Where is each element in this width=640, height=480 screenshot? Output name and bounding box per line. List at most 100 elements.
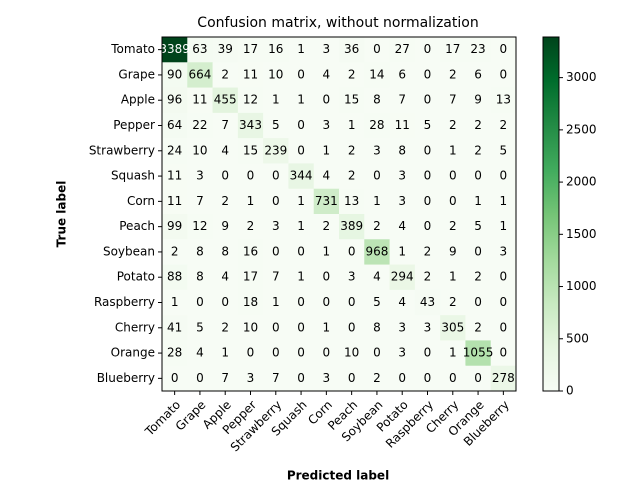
cell-label: 0 bbox=[348, 244, 356, 258]
cell bbox=[364, 87, 391, 114]
cell-label: 2 bbox=[474, 320, 482, 334]
cell-label: 3 bbox=[398, 346, 406, 360]
cell bbox=[490, 188, 517, 215]
cell bbox=[364, 214, 391, 240]
cell-label: 4 bbox=[373, 270, 381, 284]
cell-label: 6 bbox=[474, 67, 482, 81]
cell-label: 0 bbox=[449, 371, 457, 385]
cell-label: 3 bbox=[348, 270, 356, 284]
colorbar-tick-label: 3000 bbox=[566, 70, 597, 84]
cell-label: 5 bbox=[474, 219, 482, 233]
cell-label: 731 bbox=[315, 194, 338, 208]
cell bbox=[187, 188, 214, 215]
cell-label: 0 bbox=[500, 270, 508, 284]
cell-label: 4 bbox=[398, 295, 406, 309]
cell-label: 0 bbox=[221, 169, 229, 183]
cell bbox=[440, 340, 466, 367]
cell bbox=[465, 138, 492, 164]
cell bbox=[288, 112, 315, 139]
cell bbox=[313, 239, 340, 266]
cell-label: 294 bbox=[391, 270, 414, 284]
cell bbox=[490, 62, 517, 89]
y-tick-label: Soybean bbox=[103, 244, 155, 258]
cell bbox=[490, 214, 517, 240]
cell-label: 0 bbox=[474, 169, 482, 183]
cell-label: 3 bbox=[323, 118, 331, 132]
cell bbox=[339, 264, 365, 291]
cell bbox=[263, 315, 289, 341]
cell-label: 2 bbox=[474, 118, 482, 132]
cell bbox=[288, 163, 315, 190]
cell bbox=[313, 289, 340, 316]
cell bbox=[162, 62, 188, 89]
cell bbox=[389, 239, 416, 266]
cell bbox=[414, 365, 441, 392]
y-tick-label: Orange bbox=[111, 346, 155, 360]
cell-label: 0 bbox=[348, 295, 356, 309]
cell-label: 2 bbox=[449, 118, 457, 132]
cell-label: 28 bbox=[369, 118, 384, 132]
y-tick-label: Peach bbox=[119, 219, 155, 233]
cell bbox=[162, 138, 188, 164]
cell-label: 0 bbox=[272, 320, 280, 334]
cell-label: 1 bbox=[297, 194, 305, 208]
cell-label: 0 bbox=[272, 194, 280, 208]
cell bbox=[490, 289, 517, 316]
cell bbox=[237, 264, 264, 291]
cell bbox=[339, 62, 365, 89]
cell-label: 36 bbox=[344, 42, 359, 56]
cell bbox=[162, 188, 188, 215]
colorbar-tick-label: 2000 bbox=[566, 175, 597, 189]
cell-label: 4 bbox=[398, 219, 406, 233]
cell bbox=[339, 163, 365, 190]
cell bbox=[263, 188, 289, 215]
cell bbox=[187, 365, 214, 392]
cell-label: 0 bbox=[398, 371, 406, 385]
cell bbox=[263, 62, 289, 89]
cell-label: 96 bbox=[167, 93, 182, 107]
cell bbox=[440, 214, 466, 240]
cell-label: 7 bbox=[449, 93, 457, 107]
cell bbox=[162, 37, 188, 63]
colorbar-tick-label: 1000 bbox=[566, 279, 597, 293]
cell bbox=[339, 87, 365, 114]
cell-label: 17 bbox=[445, 42, 460, 56]
cell-label: 1 bbox=[500, 219, 508, 233]
cell-label: 3 bbox=[398, 194, 406, 208]
cell bbox=[339, 289, 365, 316]
cell-label: 7 bbox=[398, 93, 406, 107]
cell bbox=[237, 239, 264, 266]
cell-label: 2 bbox=[474, 270, 482, 284]
cell bbox=[162, 340, 188, 367]
cell bbox=[212, 163, 239, 190]
cell-label: 0 bbox=[323, 93, 331, 107]
cell bbox=[465, 289, 492, 316]
cell bbox=[187, 315, 214, 341]
cell-label: 1 bbox=[221, 346, 229, 360]
cell-label: 1 bbox=[297, 270, 305, 284]
cell-label: 7 bbox=[196, 194, 204, 208]
cell bbox=[364, 62, 391, 89]
cell-label: 11 bbox=[395, 118, 410, 132]
cell bbox=[212, 340, 239, 367]
cell-label: 0 bbox=[500, 320, 508, 334]
cell bbox=[263, 87, 289, 114]
cell bbox=[364, 163, 391, 190]
cell-label: 0 bbox=[424, 219, 432, 233]
cell bbox=[465, 315, 492, 341]
cell-label: 1 bbox=[373, 194, 381, 208]
cell-label: 1 bbox=[500, 194, 508, 208]
cell bbox=[313, 188, 340, 215]
cell bbox=[263, 214, 289, 240]
cell-label: 43 bbox=[420, 295, 435, 309]
cell-label: 5 bbox=[196, 320, 204, 334]
cell-label: 0 bbox=[424, 67, 432, 81]
y-tick-label: Cherry bbox=[115, 320, 155, 334]
cell-label: 88 bbox=[167, 270, 182, 284]
cell-label: 1 bbox=[323, 143, 331, 157]
cell-label: 16 bbox=[243, 244, 258, 258]
cell bbox=[187, 239, 214, 266]
cell-label: 3 bbox=[373, 143, 381, 157]
cell bbox=[440, 315, 466, 341]
cell bbox=[263, 138, 289, 164]
